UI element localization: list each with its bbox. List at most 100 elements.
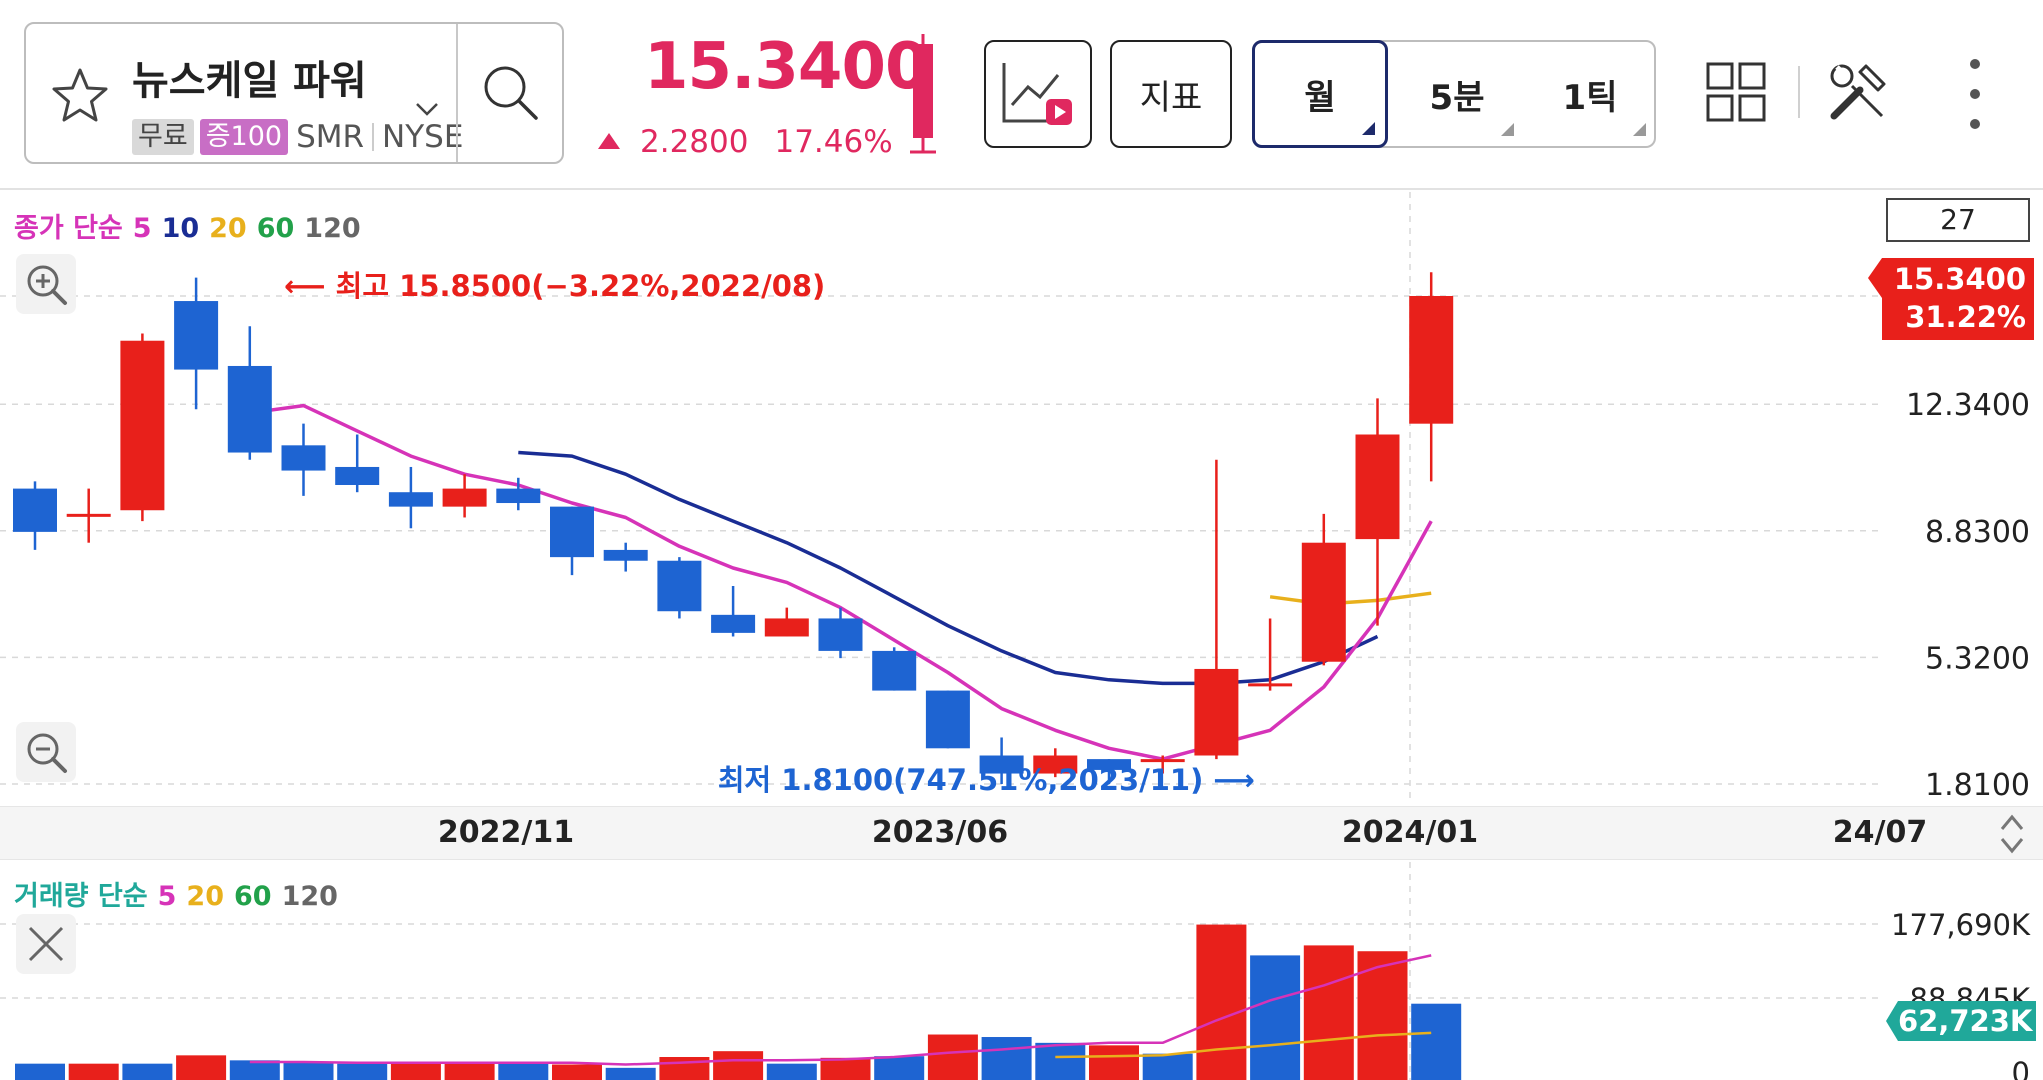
candle-body — [979, 755, 1024, 774]
volume-legend[interactable]: 거래량 단순 5 20 60 120 — [14, 874, 348, 913]
current-price: 15.3400 — [644, 30, 929, 104]
volume-bar — [552, 1064, 602, 1080]
stock-tags: 무료 증100 SMR NYSE — [132, 118, 484, 156]
candle-body — [1140, 759, 1185, 763]
candle — [496, 477, 541, 511]
volume-ma20-line — [1055, 1031, 1432, 1059]
volume-bar — [498, 1063, 549, 1080]
volume-y-tick-label: 0 — [2012, 1056, 2030, 1080]
volume-bar — [122, 1063, 173, 1080]
zoom-out-icon — [27, 733, 67, 773]
indicator-button[interactable]: 지표 — [1110, 40, 1232, 148]
ma-20-label: 20 — [209, 213, 247, 244]
candle — [657, 557, 702, 619]
candle-body — [1033, 755, 1078, 774]
volume-bar — [981, 1037, 1032, 1080]
exchange-label: NYSE — [382, 119, 464, 155]
star-icon[interactable] — [48, 64, 112, 128]
candle — [764, 607, 809, 637]
free-badge: 무료 — [132, 119, 194, 155]
candle — [388, 466, 433, 529]
candle-body — [872, 650, 917, 691]
price-chart[interactable]: 12.3400 8.8300 5.3200 1.8100 ⟵ 최고 15.8500(−… — [0, 192, 2043, 802]
up-triangle-icon — [598, 133, 620, 149]
divider — [456, 24, 458, 162]
candle-body — [13, 488, 57, 532]
volume-bar — [229, 1060, 280, 1080]
volume-bar — [176, 1055, 227, 1080]
candle-body — [818, 618, 863, 651]
volume-bar — [390, 1062, 441, 1080]
vol-ma-120-label: 120 — [281, 881, 338, 912]
tools-icon[interactable] — [1826, 60, 1890, 124]
ma-120-label: 120 — [304, 213, 361, 244]
ma-10-label: 10 — [161, 213, 200, 244]
candle-body — [281, 445, 326, 471]
candle-body — [174, 301, 219, 370]
period-label: 1틱 — [1562, 77, 1618, 118]
volume-bar — [1303, 945, 1354, 1080]
chart-video-button[interactable] — [984, 40, 1092, 148]
candle — [1409, 272, 1454, 482]
close-icon — [28, 926, 64, 962]
volume-bar — [1357, 951, 1408, 1080]
candle-body — [1087, 759, 1131, 770]
ma10-line — [518, 450, 1379, 686]
candle — [174, 277, 219, 410]
candle-body — [442, 488, 487, 507]
scroll-arrows-icon[interactable] — [1996, 811, 2028, 857]
candle — [1194, 459, 1239, 760]
candle-body — [335, 466, 380, 485]
candle — [1355, 398, 1400, 626]
dropdown-corner-icon — [1633, 123, 1646, 136]
current-price-tag-percent: 31.22% — [1905, 300, 2026, 334]
chevron-down-icon[interactable] — [412, 94, 442, 124]
candle — [1087, 759, 1131, 784]
stock-selector[interactable]: 뉴스케일 파워 무료 증100 SMR NYSE — [24, 22, 564, 164]
period-monthly-button[interactable]: 월 — [1252, 40, 1388, 148]
volume-bar — [283, 1062, 334, 1080]
y-tick-label: 1.8100 — [1925, 768, 2030, 802]
candle — [66, 488, 111, 543]
period-label: 월 — [1304, 77, 1336, 118]
close-volume-button[interactable] — [16, 914, 76, 974]
volume-ma5-line — [249, 954, 1432, 1066]
candle-body — [66, 513, 111, 517]
x-axis[interactable]: 2022/11 2023/06 2024/01 24/07 — [0, 806, 2043, 860]
candle — [711, 585, 756, 637]
change-value: 2.2800 — [640, 124, 749, 160]
zoom-out-button[interactable] — [16, 722, 76, 782]
period-5min-button[interactable]: 5분 — [1390, 42, 1524, 146]
volume-bar — [1142, 1053, 1193, 1080]
volume-bar — [337, 1063, 388, 1080]
candle — [925, 690, 970, 749]
chart-video-icon — [1002, 63, 1072, 125]
volume-bar — [820, 1057, 871, 1080]
low-annotation: 최저 1.8100(747.51%,2023/11) ⟶ — [718, 763, 1255, 797]
margin-badge: 증100 — [199, 119, 289, 155]
zoom-in-button[interactable] — [16, 254, 76, 314]
candle-body — [711, 614, 756, 633]
ma5-line — [249, 403, 1433, 761]
volume-bar — [874, 1056, 925, 1080]
volume-bar — [1250, 955, 1301, 1080]
volume-bar — [15, 1063, 65, 1080]
volume-bar — [444, 1062, 495, 1080]
period-1tick-button[interactable]: 1틱 — [1524, 42, 1656, 146]
candle-body — [1409, 296, 1454, 424]
ma-legend[interactable]: 종가 단순 5 10 20 60 120 — [14, 206, 371, 245]
zoom-in-icon — [27, 265, 67, 305]
candle-body — [925, 690, 970, 749]
candle-body — [1355, 434, 1400, 540]
search-button[interactable] — [458, 24, 564, 162]
more-vertical-icon[interactable] — [1960, 56, 1990, 132]
ticker-label: SMR — [296, 119, 365, 155]
layout-grid-icon[interactable] — [1706, 62, 1766, 122]
candle-count-box[interactable]: 27 — [1886, 198, 2030, 242]
candle — [281, 423, 326, 496]
high-annotation: ⟵ 최고 15.8500(−3.22%,2022/08) — [284, 269, 825, 303]
candle — [120, 333, 165, 522]
y-tick-label: 8.8300 — [1925, 515, 2030, 550]
stock-name[interactable]: 뉴스케일 파워 — [132, 58, 367, 104]
